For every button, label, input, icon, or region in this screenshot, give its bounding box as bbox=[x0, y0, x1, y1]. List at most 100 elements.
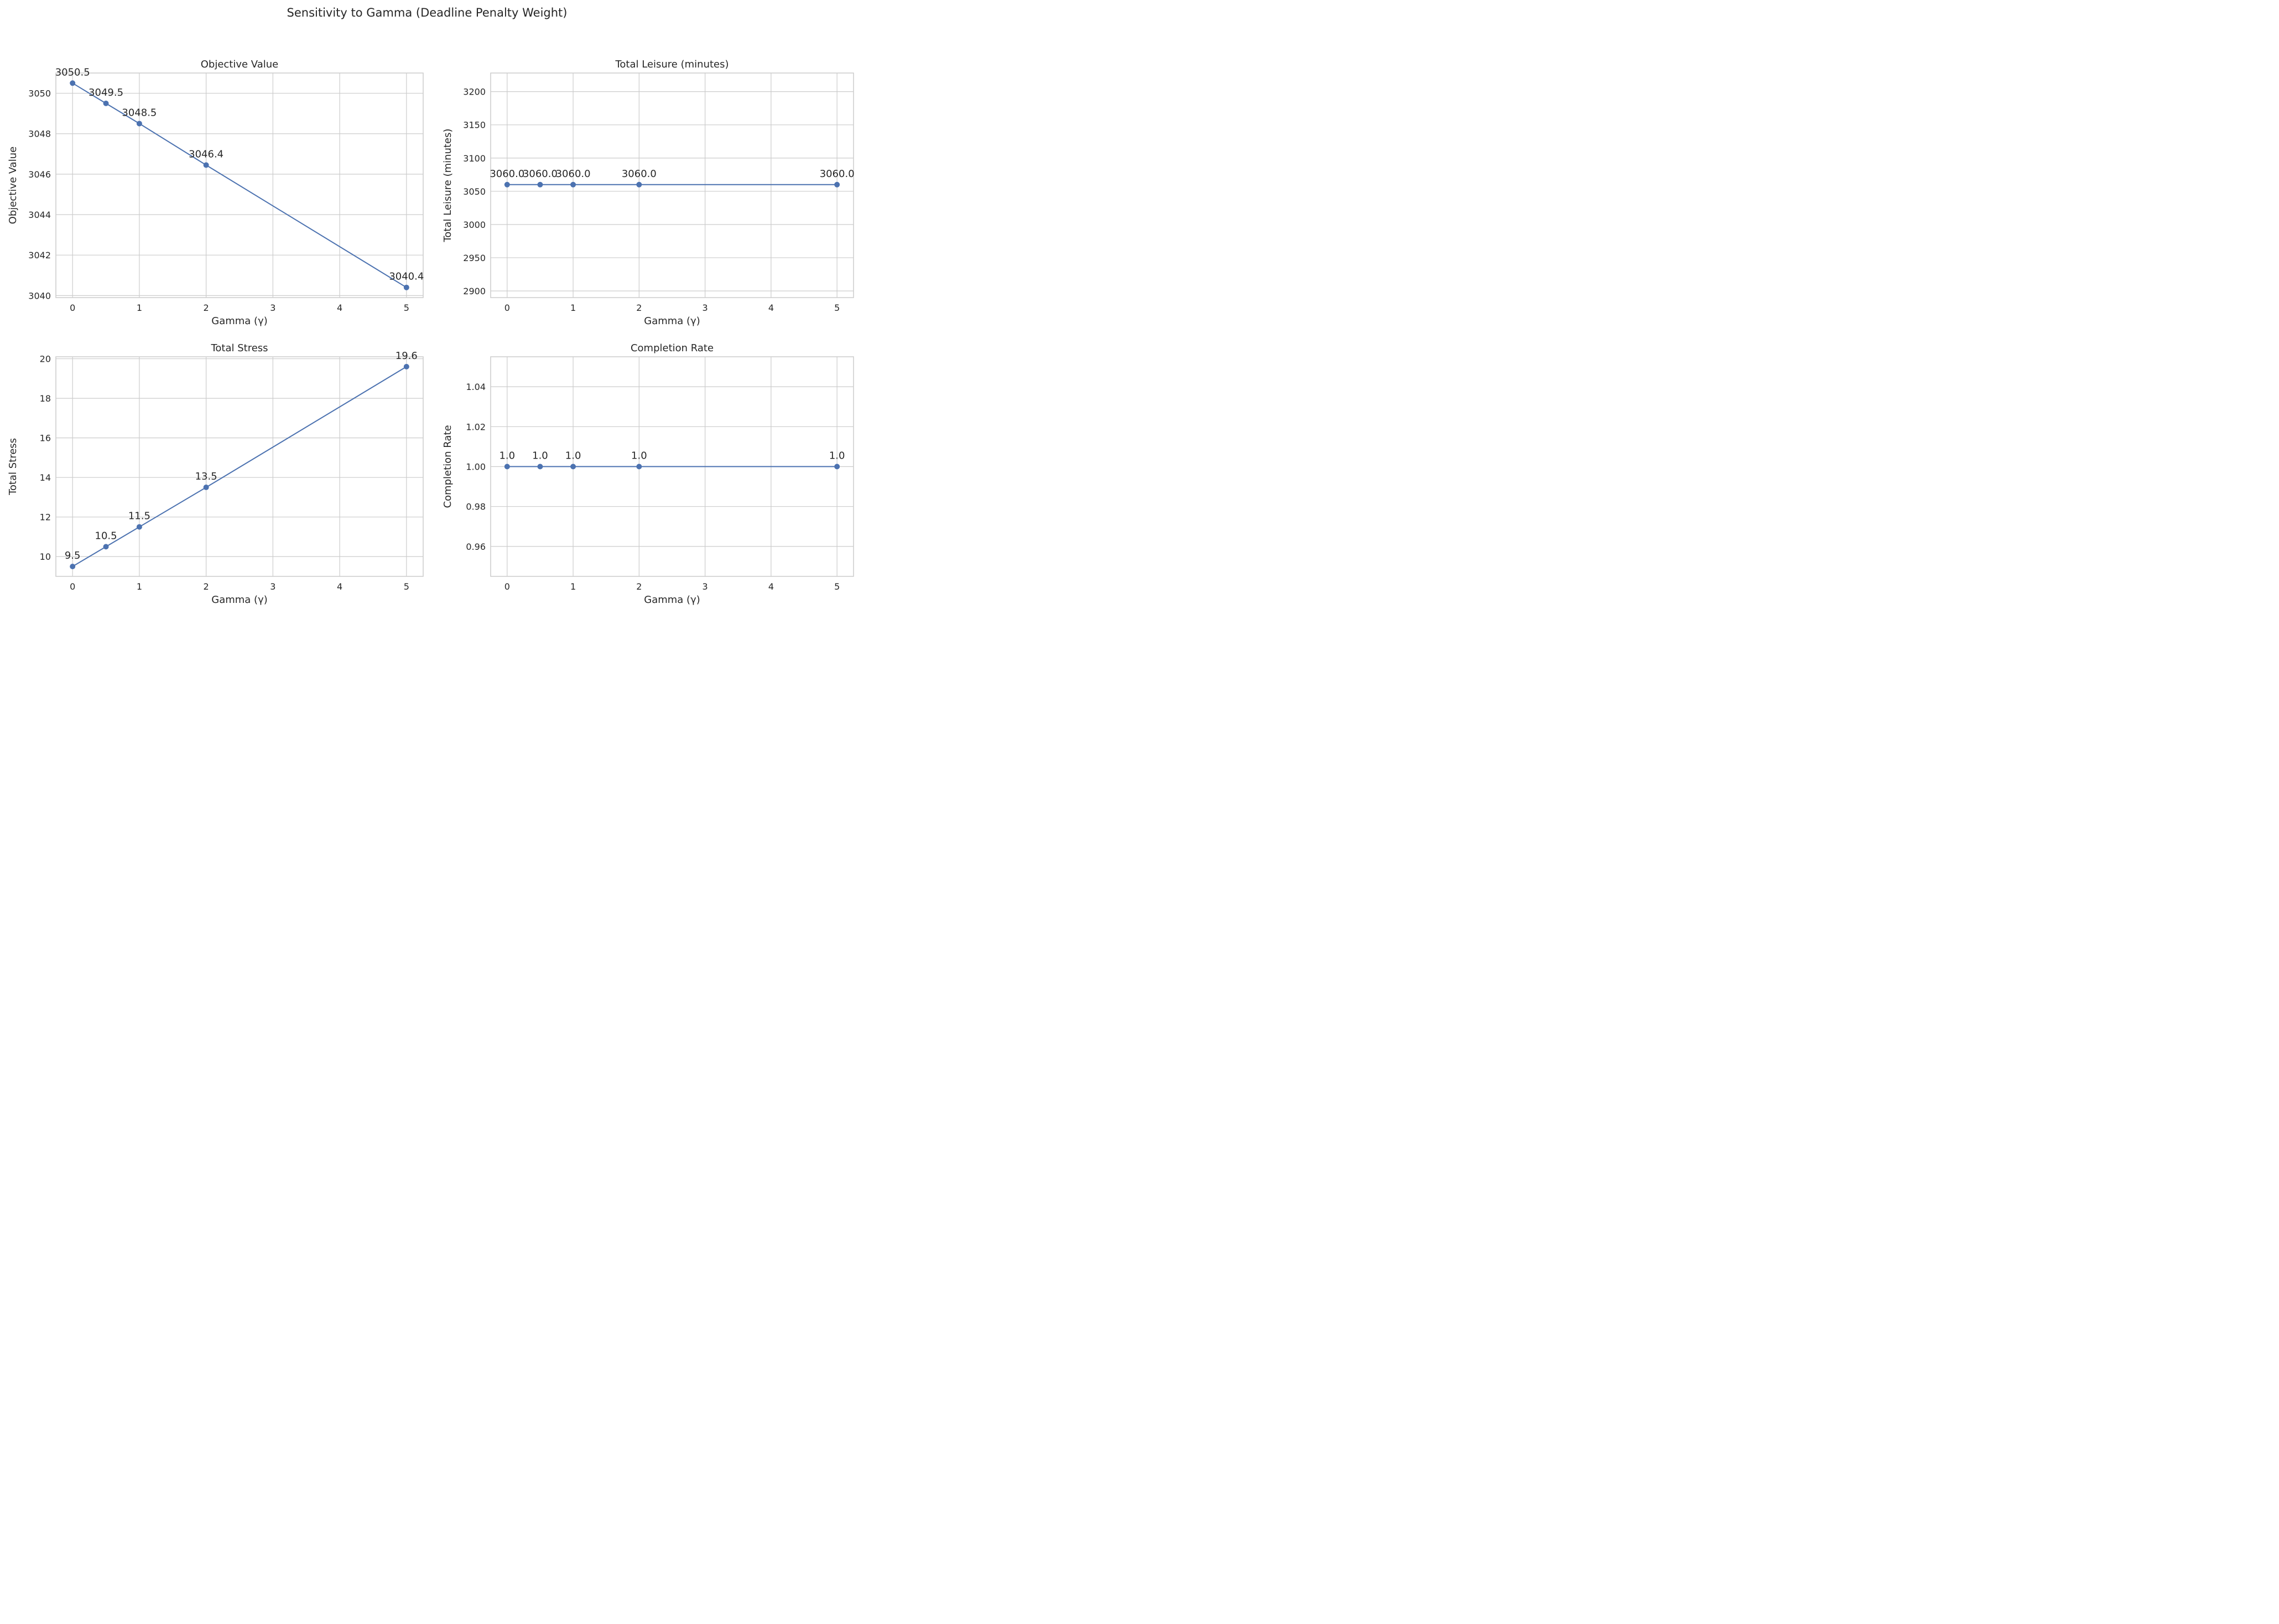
data-label: 1.0 bbox=[565, 450, 581, 462]
data-point bbox=[570, 181, 576, 188]
data-label: 3040.4 bbox=[389, 271, 424, 283]
y-tick-label: 3046 bbox=[28, 169, 51, 180]
x-axis-label: Gamma (γ) bbox=[644, 594, 700, 606]
data-point bbox=[570, 464, 576, 470]
data-label: 3050.5 bbox=[55, 66, 90, 78]
data-label: 1.0 bbox=[829, 450, 845, 462]
x-tick-label: 3 bbox=[703, 581, 708, 592]
x-tick-label: 1 bbox=[570, 581, 576, 592]
x-tick-label: 3 bbox=[270, 581, 275, 592]
x-tick-label: 0 bbox=[70, 581, 75, 592]
data-label: 3060.0 bbox=[523, 168, 558, 180]
y-tick-label: 3042 bbox=[28, 250, 51, 261]
x-axis-label: Gamma (γ) bbox=[211, 594, 268, 606]
x-tick-label: 5 bbox=[404, 581, 409, 592]
data-point bbox=[537, 464, 543, 470]
plot-frame bbox=[490, 356, 854, 577]
data-label: 3048.5 bbox=[122, 107, 157, 118]
y-tick-label: 3040 bbox=[28, 290, 51, 301]
subplot-title: Total Stress bbox=[210, 342, 268, 354]
y-tick-label: 1.00 bbox=[466, 462, 486, 472]
data-label: 10.5 bbox=[95, 530, 117, 542]
data-point bbox=[136, 524, 142, 530]
y-axis-label: Objective Value bbox=[7, 147, 19, 225]
data-label: 3060.0 bbox=[556, 168, 591, 180]
data-label: 13.5 bbox=[195, 471, 217, 482]
subplot-1: 0 1 2 3 4 5 3040 3042 3044 3046 3048 3050 Objective … bbox=[7, 59, 424, 327]
data-point bbox=[636, 181, 642, 188]
data-point bbox=[70, 80, 76, 86]
plot-frame bbox=[55, 356, 424, 577]
y-axis-label: Total Leisure (minutes) bbox=[442, 128, 454, 242]
subplot-title: Objective Value bbox=[201, 59, 279, 70]
x-tick-label: 0 bbox=[70, 303, 75, 313]
x-tick-label: 1 bbox=[137, 303, 142, 313]
x-tick-label: 4 bbox=[337, 303, 342, 313]
y-tick-label: 12 bbox=[40, 512, 51, 523]
x-axis-label: Gamma (γ) bbox=[211, 315, 268, 327]
data-label: 3049.5 bbox=[89, 87, 123, 98]
data-point bbox=[203, 485, 209, 491]
y-tick-label: 3044 bbox=[28, 210, 51, 220]
data-point bbox=[203, 162, 209, 168]
y-tick-label: 1.02 bbox=[466, 421, 486, 432]
data-point bbox=[403, 363, 409, 369]
x-tick-label: 4 bbox=[337, 581, 342, 592]
data-label: 3060.0 bbox=[820, 168, 855, 180]
y-tick-label: 10 bbox=[40, 551, 51, 562]
x-tick-label: 0 bbox=[504, 303, 510, 313]
x-tick-label: 5 bbox=[834, 303, 840, 313]
subplot-title: Completion Rate bbox=[631, 342, 714, 354]
y-tick-label: 16 bbox=[40, 433, 51, 444]
figure: Sensitivity to Gamma (Deadline Penalty W… bbox=[0, 0, 855, 609]
y-tick-label: 14 bbox=[40, 472, 51, 483]
y-tick-label: 1.04 bbox=[466, 382, 486, 392]
data-point bbox=[537, 181, 543, 188]
x-tick-label: 2 bbox=[636, 303, 642, 313]
x-tick-label: 1 bbox=[570, 303, 576, 313]
y-tick-label: 3100 bbox=[463, 153, 486, 164]
x-tick-label: 3 bbox=[270, 303, 275, 313]
data-point bbox=[103, 100, 109, 106]
figure-background bbox=[0, 0, 855, 609]
y-axis-label: Completion Rate bbox=[442, 425, 454, 508]
data-point bbox=[636, 464, 642, 470]
data-label: 3060.0 bbox=[622, 168, 657, 180]
data-label: 11.5 bbox=[128, 511, 150, 522]
data-point bbox=[70, 564, 76, 570]
y-tick-label: 3050 bbox=[463, 186, 486, 197]
subplot-grid: 0 1 2 3 4 5304030423044304630483050Objective … bbox=[7, 59, 855, 606]
data-label: 1.0 bbox=[499, 450, 515, 462]
y-axis-label: Total Stress bbox=[7, 438, 19, 496]
x-tick-label: 5 bbox=[404, 303, 409, 313]
y-tick-label: 3048 bbox=[28, 129, 51, 139]
subplot-2: 0 1 2 3 4 5 2900 2950 3000 3050 3100 3150 3200 Total … bbox=[442, 59, 855, 327]
data-point bbox=[136, 121, 142, 127]
y-tick-label: 3050 bbox=[28, 89, 51, 99]
data-point bbox=[834, 464, 840, 470]
figure-title: Sensitivity to Gamma (Deadline Penalty W… bbox=[287, 6, 568, 19]
y-tick-label: 20 bbox=[40, 354, 51, 365]
plot-frame bbox=[55, 72, 424, 298]
subplot-4: 0 1 2 3 4 5 0.96 0.98 1.00 1.02 1.04 Completion Rat… bbox=[442, 342, 854, 606]
data-label: 1.0 bbox=[532, 450, 548, 462]
y-tick-label: 2900 bbox=[463, 286, 486, 296]
y-tick-label: 18 bbox=[40, 393, 51, 404]
subplot-title: Total Leisure (minutes) bbox=[615, 59, 729, 70]
data-label: 19.6 bbox=[396, 350, 418, 362]
y-tick-label: 3000 bbox=[463, 220, 486, 230]
data-label: 1.0 bbox=[631, 450, 647, 462]
x-tick-label: 4 bbox=[768, 303, 774, 313]
x-tick-label: 1 bbox=[137, 581, 142, 592]
x-tick-label: 2 bbox=[204, 303, 209, 313]
data-point bbox=[103, 544, 109, 550]
x-tick-label: 0 bbox=[504, 581, 510, 592]
y-tick-label: 2950 bbox=[463, 253, 486, 263]
x-tick-label: 3 bbox=[703, 303, 708, 313]
x-tick-label: 2 bbox=[204, 581, 209, 592]
y-tick-label: 3200 bbox=[463, 87, 486, 97]
data-point bbox=[834, 181, 840, 188]
y-tick-label: 0.96 bbox=[466, 542, 486, 552]
data-label: 3046.4 bbox=[189, 148, 223, 160]
